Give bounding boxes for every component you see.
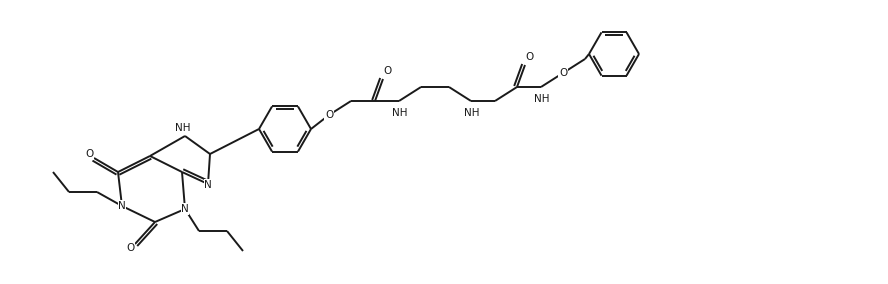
Text: O: O	[525, 52, 533, 62]
Text: NH: NH	[464, 108, 480, 118]
Text: O: O	[85, 149, 93, 159]
Text: O: O	[559, 68, 567, 78]
Text: N: N	[204, 180, 212, 190]
Text: N: N	[181, 204, 189, 214]
Text: O: O	[126, 243, 134, 253]
Text: O: O	[325, 110, 333, 120]
Text: NH: NH	[175, 123, 191, 133]
Text: NH: NH	[392, 108, 408, 118]
Text: O: O	[383, 66, 391, 76]
Text: NH: NH	[535, 94, 550, 104]
Text: N: N	[118, 201, 126, 211]
